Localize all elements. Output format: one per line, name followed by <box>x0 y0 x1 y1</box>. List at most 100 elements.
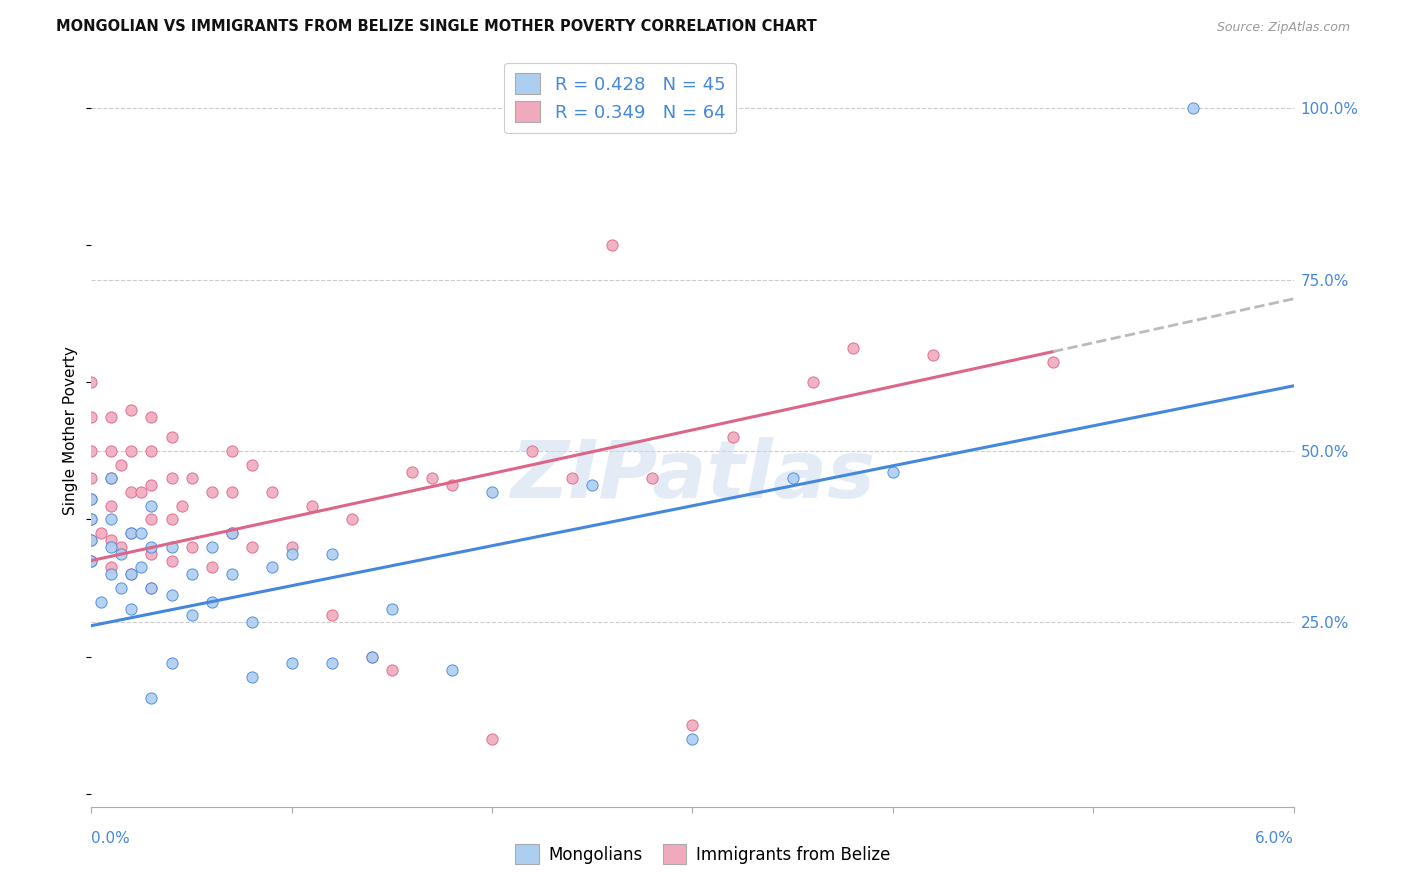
Point <box>481 485 503 500</box>
Point <box>180 567 202 582</box>
Point <box>80 512 103 526</box>
Point <box>882 465 904 479</box>
Point <box>90 526 112 541</box>
Text: Source: ZipAtlas.com: Source: ZipAtlas.com <box>1216 21 1350 34</box>
Point <box>360 649 382 664</box>
Point <box>100 471 122 485</box>
Point <box>100 499 122 513</box>
Point <box>160 657 183 671</box>
Text: 6.0%: 6.0% <box>1254 831 1294 846</box>
Point <box>80 409 103 424</box>
Point <box>721 430 744 444</box>
Point <box>180 471 202 485</box>
Point <box>80 553 103 567</box>
Point <box>221 485 243 500</box>
Point <box>121 402 143 417</box>
Point <box>110 458 132 472</box>
Point <box>80 491 103 506</box>
Legend: Mongolians, Immigrants from Belize: Mongolians, Immigrants from Belize <box>509 838 897 871</box>
Point <box>121 485 143 500</box>
Point <box>100 533 122 547</box>
Point <box>160 512 183 526</box>
Point <box>100 471 122 485</box>
Point <box>141 547 163 561</box>
Point <box>160 553 183 567</box>
Point <box>201 560 224 574</box>
Point <box>301 499 323 513</box>
Point <box>100 560 122 574</box>
Point <box>131 485 153 500</box>
Point <box>321 547 343 561</box>
Point <box>240 458 263 472</box>
Point <box>201 595 224 609</box>
Point <box>381 601 404 615</box>
Point <box>141 478 163 492</box>
Legend: R = 0.428   N = 45, R = 0.349   N = 64: R = 0.428 N = 45, R = 0.349 N = 64 <box>505 62 737 133</box>
Point <box>381 663 404 677</box>
Point <box>141 409 163 424</box>
Point <box>440 663 463 677</box>
Point <box>281 657 304 671</box>
Point <box>340 512 363 526</box>
Point <box>121 567 143 582</box>
Point <box>121 526 143 541</box>
Point <box>360 649 382 664</box>
Point <box>922 348 945 362</box>
Point <box>141 444 163 458</box>
Point <box>110 547 132 561</box>
Point <box>221 526 243 541</box>
Point <box>160 588 183 602</box>
Point <box>401 465 423 479</box>
Point <box>160 540 183 554</box>
Point <box>440 478 463 492</box>
Point <box>221 444 243 458</box>
Point <box>80 376 103 390</box>
Point <box>121 526 143 541</box>
Point <box>100 567 122 582</box>
Point <box>481 731 503 746</box>
Point <box>240 670 263 684</box>
Point <box>90 595 112 609</box>
Point <box>80 533 103 547</box>
Point <box>221 567 243 582</box>
Point <box>240 615 263 630</box>
Point <box>160 471 183 485</box>
Point <box>131 526 153 541</box>
Point <box>100 512 122 526</box>
Point <box>561 471 583 485</box>
Point <box>80 533 103 547</box>
Point <box>121 444 143 458</box>
Point <box>681 718 703 732</box>
Point <box>110 540 132 554</box>
Point <box>141 499 163 513</box>
Point <box>100 409 122 424</box>
Point <box>80 471 103 485</box>
Point <box>581 478 603 492</box>
Point <box>641 471 664 485</box>
Point <box>180 608 202 623</box>
Point <box>141 581 163 595</box>
Point <box>180 540 202 554</box>
Text: 0.0%: 0.0% <box>91 831 131 846</box>
Point <box>782 471 804 485</box>
Point <box>141 512 163 526</box>
Point <box>110 581 132 595</box>
Y-axis label: Single Mother Poverty: Single Mother Poverty <box>63 346 79 515</box>
Point <box>100 444 122 458</box>
Point <box>80 553 103 567</box>
Text: ZIPatlas: ZIPatlas <box>510 436 875 515</box>
Point <box>121 601 143 615</box>
Point <box>841 341 863 355</box>
Point <box>420 471 443 485</box>
Point <box>321 657 343 671</box>
Point <box>100 540 122 554</box>
Point <box>281 540 304 554</box>
Point <box>80 512 103 526</box>
Point <box>520 444 543 458</box>
Point <box>141 690 163 705</box>
Point <box>221 526 243 541</box>
Text: MONGOLIAN VS IMMIGRANTS FROM BELIZE SINGLE MOTHER POVERTY CORRELATION CHART: MONGOLIAN VS IMMIGRANTS FROM BELIZE SING… <box>56 20 817 34</box>
Point <box>240 540 263 554</box>
Point <box>131 560 153 574</box>
Point <box>80 491 103 506</box>
